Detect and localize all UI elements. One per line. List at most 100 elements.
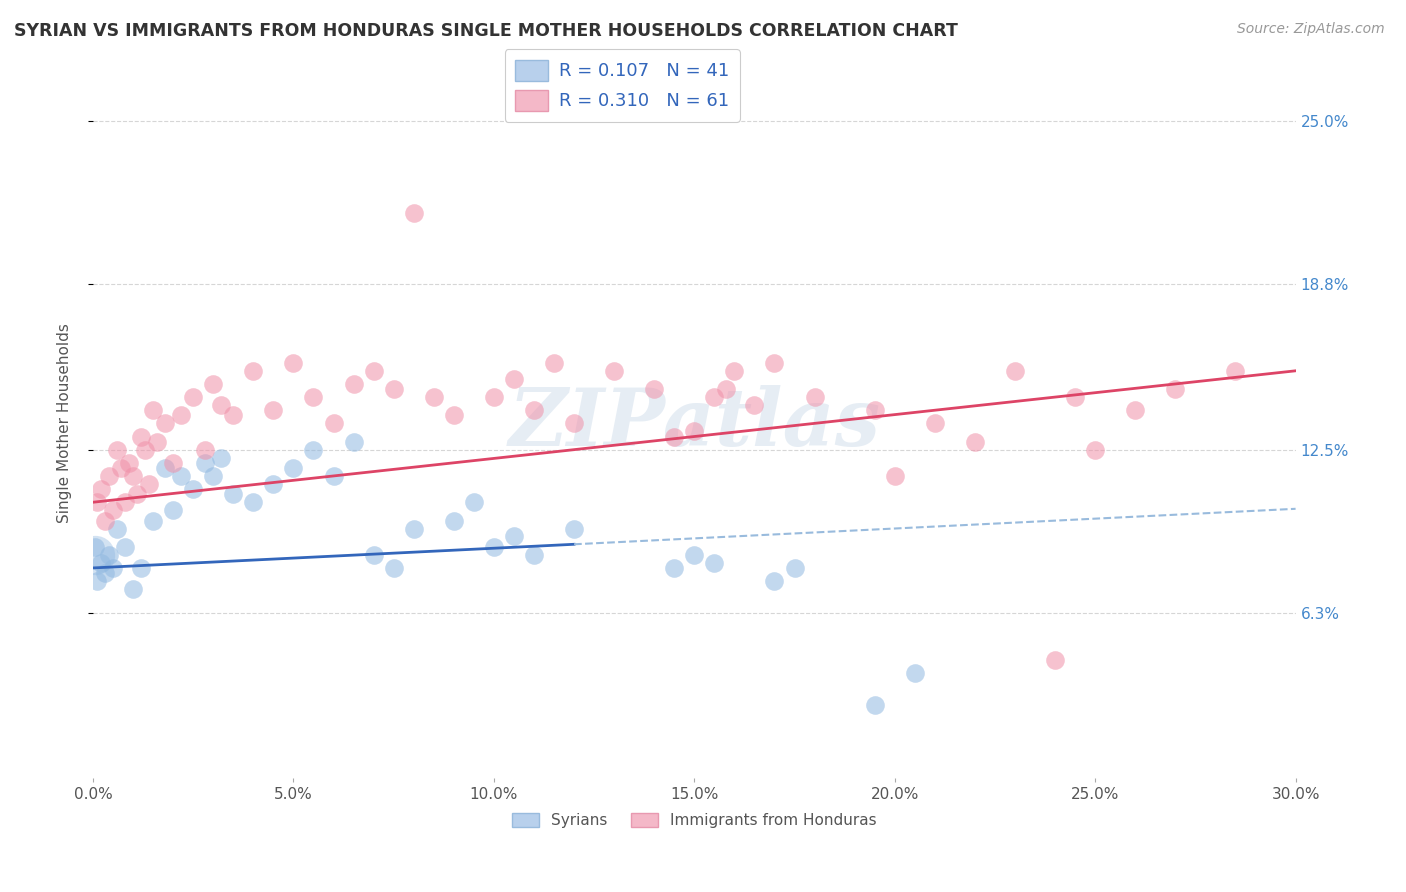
Point [443,514,465,528]
Point [924,417,946,431]
Point [463,495,485,509]
Text: SYRIAN VS IMMIGRANTS FROM HONDURAS SINGLE MOTHER HOUSEHOLDS CORRELATION CHART: SYRIAN VS IMMIGRANTS FROM HONDURAS SINGL… [14,22,957,40]
Point [723,364,745,378]
Point [603,364,626,378]
Point [262,403,284,417]
Point [703,390,725,404]
Point [763,356,786,370]
Point [803,390,825,404]
Point [664,429,686,443]
Point [162,503,184,517]
Point [114,495,136,509]
Point [443,409,465,423]
Point [562,522,585,536]
Point [703,556,725,570]
Point [90,556,112,570]
Point [209,398,232,412]
Point [683,424,706,438]
Point [683,548,706,562]
Point [202,469,225,483]
Point [523,548,546,562]
Point [342,434,364,449]
Point [94,566,117,581]
Point [342,376,364,391]
Point [142,403,165,417]
Point [1004,364,1026,378]
Point [202,376,225,391]
Point [503,529,526,543]
Point [153,417,176,431]
Point [194,442,217,457]
Point [283,356,305,370]
Point [138,476,160,491]
Point [863,403,886,417]
Point [763,574,786,588]
Point [322,469,344,483]
Point [744,398,766,412]
Point [181,390,204,404]
Point [86,574,108,588]
Point [222,409,245,423]
Point [503,372,526,386]
Point [242,364,264,378]
Point [122,469,145,483]
Point [162,456,184,470]
Point [302,390,325,404]
Point [562,417,585,431]
Text: Source: ZipAtlas.com: Source: ZipAtlas.com [1237,22,1385,37]
Point [86,495,108,509]
Point [664,561,686,575]
Point [170,409,193,423]
Point [363,548,385,562]
Text: ZIPatlas: ZIPatlas [508,384,880,462]
Point [482,540,505,554]
Legend: Syrians, Immigrants from Honduras: Syrians, Immigrants from Honduras [506,807,883,834]
Point [283,461,305,475]
Point [1064,390,1087,404]
Point [543,356,565,370]
Point [118,456,141,470]
Y-axis label: Single Mother Households: Single Mother Households [58,324,72,524]
Point [146,434,169,449]
Point [129,561,152,575]
Point [783,561,806,575]
Point [402,206,425,220]
Point [122,582,145,596]
Point [1123,403,1146,417]
Point [153,461,176,475]
Point [904,666,927,681]
Point [84,548,107,562]
Point [142,514,165,528]
Point [98,469,121,483]
Point [170,469,193,483]
Point [1164,382,1187,396]
Point [127,487,149,501]
Point [1084,442,1107,457]
Point [262,476,284,491]
Point [134,442,156,457]
Point [194,456,217,470]
Point [84,540,107,554]
Point [114,540,136,554]
Point [402,522,425,536]
Point [1225,364,1247,378]
Point [242,495,264,509]
Point [222,487,245,501]
Point [94,514,117,528]
Point [963,434,986,449]
Point [363,364,385,378]
Point [322,417,344,431]
Point [98,548,121,562]
Point [209,450,232,465]
Point [382,561,405,575]
Point [90,482,112,496]
Point [129,429,152,443]
Point [105,442,128,457]
Point [883,469,905,483]
Point [523,403,546,417]
Point [181,482,204,496]
Point [101,561,124,575]
Point [863,698,886,712]
Point [1043,653,1066,667]
Point [482,390,505,404]
